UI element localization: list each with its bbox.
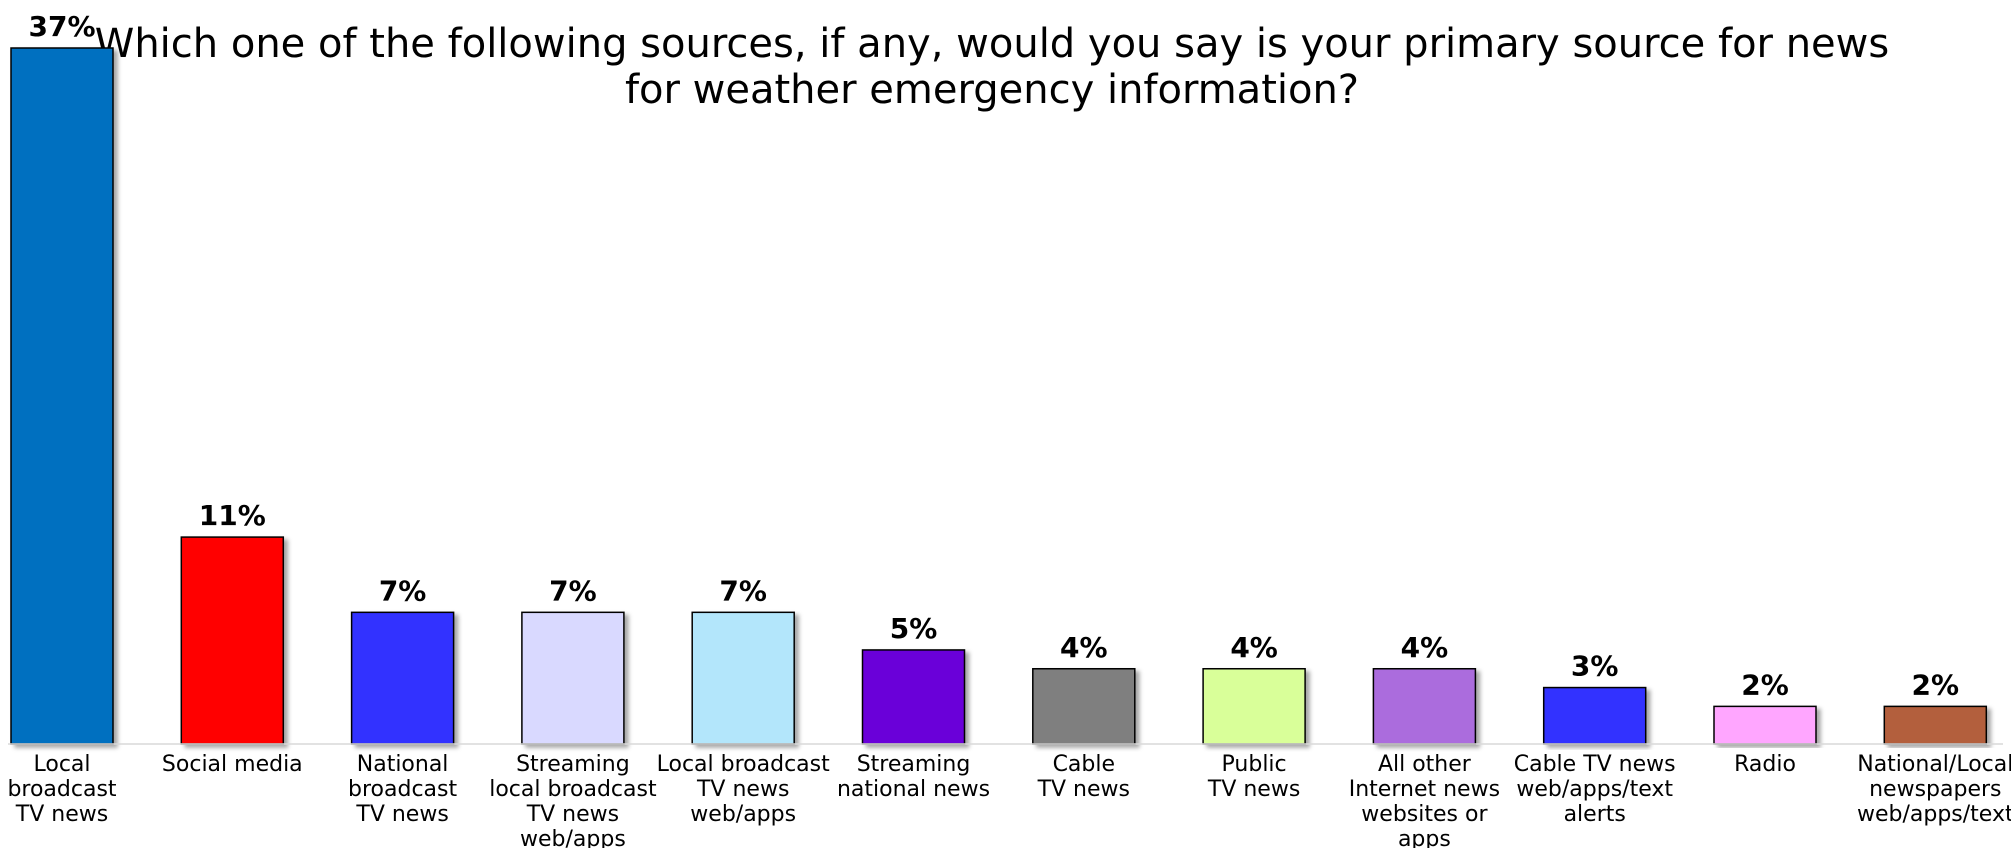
category-label-2-line-2: TV news	[355, 802, 448, 827]
value-label-3: 7%	[549, 574, 597, 607]
category-label-1-line-0: Social media	[162, 752, 303, 777]
bar-0	[10, 47, 114, 745]
category-label-11: National/Local newspapers web/apps/text	[1857, 752, 2011, 827]
value-label-0: 37%	[28, 10, 95, 43]
category-label-4-line-2: web/apps	[690, 802, 796, 827]
category-label-3-line-3: web/apps	[520, 827, 626, 848]
value-label-9: 3%	[1571, 650, 1619, 683]
category-label-6: Cable TV news	[1037, 752, 1130, 802]
category-label-7-line-0: Public	[1222, 752, 1287, 777]
bar-9	[1542, 686, 1647, 745]
category-label-0-line-1: broadcast	[7, 777, 116, 802]
bar-3	[521, 611, 625, 745]
bar-6	[1032, 668, 1136, 745]
category-label-5: Streaming national news	[837, 752, 990, 802]
category-label-0-line-0: Local	[33, 752, 90, 777]
bar-1	[180, 536, 285, 745]
value-label-11: 2%	[1912, 668, 1960, 701]
category-label-2-line-1: broadcast	[348, 777, 457, 802]
category-label-6-line-0: Cable	[1053, 752, 1115, 777]
value-label-1: 11%	[199, 499, 266, 532]
category-label-3-line-1: local broadcast	[489, 777, 657, 802]
value-label-8: 4%	[1401, 631, 1449, 664]
category-label-4-line-0: Local broadcast	[657, 752, 830, 777]
category-label-5-line-1: national news	[837, 777, 990, 802]
chart-title-line-1: Which one of the following sources, if a…	[95, 21, 1889, 67]
category-label-9-line-1: web/apps/text	[1516, 777, 1673, 802]
category-label-9-line-0: Cable TV news	[1514, 752, 1676, 777]
category-label-7-line-1: TV news	[1207, 777, 1300, 802]
category-label-4: Local broadcast TV news web/apps	[657, 752, 830, 827]
category-label-0: Local broadcast TV news	[7, 752, 116, 827]
value-label-4: 7%	[719, 574, 767, 607]
bar-4	[691, 611, 795, 745]
category-label-3-line-2: TV news	[526, 802, 619, 827]
category-label-8-line-2: websites or	[1361, 802, 1488, 827]
category-label-9: Cable TV news web/apps/text alerts	[1514, 752, 1676, 827]
bar-2	[350, 611, 455, 745]
category-label-11-line-2: web/apps/text	[1857, 802, 2011, 827]
chart-title-line-2: for weather emergency information?	[625, 67, 1359, 113]
category-label-10-line-0: Radio	[1734, 752, 1796, 777]
bar-8	[1372, 668, 1477, 745]
category-label-5-line-0: Streaming	[857, 752, 971, 777]
value-label-5: 5%	[890, 612, 938, 645]
bar-11	[1883, 705, 1988, 745]
category-label-2-line-0: National	[357, 752, 449, 777]
category-label-1: Social media	[162, 752, 303, 777]
value-label-2: 7%	[379, 574, 427, 607]
value-label-6: 4%	[1060, 631, 1108, 664]
value-label-10: 2%	[1741, 668, 1789, 701]
value-label-7: 4%	[1230, 631, 1278, 664]
bar-10	[1713, 705, 1817, 745]
category-label-8-line-3: apps	[1398, 827, 1451, 848]
category-label-2: National broadcast TV news	[348, 752, 457, 827]
category-label-4-line-1: TV news	[696, 777, 789, 802]
category-label-10: Radio	[1734, 752, 1796, 777]
category-label-11-line-1: newspapers	[1869, 777, 2001, 802]
bar-7	[1202, 668, 1306, 745]
category-label-0-line-2: TV news	[15, 802, 108, 827]
category-label-11-line-0: National/Local	[1857, 752, 2011, 777]
bar-5	[861, 649, 966, 745]
category-label-3-line-0: Streaming	[516, 752, 630, 777]
category-label-8: All other Internet news websites or apps	[1349, 752, 1500, 848]
category-label-8-line-1: Internet news	[1349, 777, 1500, 802]
bar-group	[10, 47, 1988, 745]
value-label-group: 37% 11% 7% 7% 7% 5% 4% 4% 4% 3% 2% 2%	[28, 10, 1959, 701]
category-label-3: Streaming local broadcast TV news web/apps	[489, 752, 657, 848]
category-label-8-line-0: All other	[1378, 752, 1472, 777]
category-label-6-line-1: TV news	[1037, 777, 1130, 802]
category-label-7: Public TV news	[1207, 752, 1300, 802]
category-label-9-line-2: alerts	[1564, 802, 1626, 827]
